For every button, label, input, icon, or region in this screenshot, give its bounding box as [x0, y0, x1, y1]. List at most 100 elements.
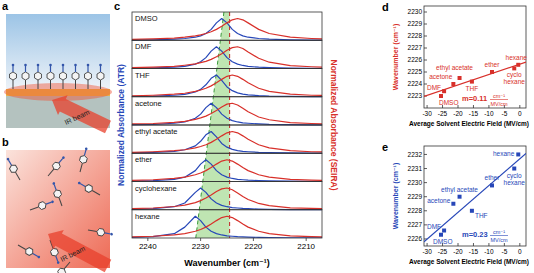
text: cm⁻¹ — [493, 229, 505, 235]
point — [512, 167, 516, 171]
y-tick — [424, 210, 427, 211]
x-tick — [200, 238, 201, 241]
molecule-ring — [50, 247, 59, 257]
molecule — [45, 154, 67, 178]
text: 2225 — [408, 68, 423, 75]
text: -10 — [484, 110, 494, 117]
molecule-cn — [9, 160, 12, 165]
row-frame — [132, 210, 322, 238]
label-line: THF — [475, 212, 488, 219]
molecule-bond — [30, 207, 38, 210]
point-label: DMF — [427, 84, 441, 91]
molecule-n — [87, 64, 90, 67]
fit-line — [424, 153, 526, 241]
row-frame — [132, 125, 322, 153]
text: 2240 — [139, 242, 157, 251]
y-tick — [424, 36, 427, 37]
text: b — [2, 136, 9, 148]
point — [512, 66, 516, 70]
molecule — [29, 198, 55, 213]
text: e — [382, 141, 388, 153]
text: 2232 — [408, 151, 423, 158]
row-frame — [132, 69, 322, 97]
molecule-cn — [62, 66, 63, 72]
text: THF — [135, 71, 150, 80]
molecule — [35, 64, 42, 89]
molecule-n — [99, 64, 102, 67]
y-tick — [424, 48, 427, 49]
molecule-bond — [75, 80, 76, 89]
text: c — [114, 0, 120, 12]
text: Wavenumber (cm⁻¹) — [184, 258, 269, 268]
molecule-n — [6, 157, 10, 161]
text: 0 — [518, 110, 522, 117]
point — [439, 94, 443, 98]
x-tick — [504, 243, 505, 246]
text: 2229 — [408, 20, 423, 27]
molecule-bond — [48, 169, 54, 176]
text: Average Solvent Electric Field (MV/cm) — [409, 258, 529, 266]
point-label: DMSO — [433, 238, 453, 245]
spectrum — [132, 47, 322, 68]
point — [442, 89, 446, 93]
text: Wavenumber (cm⁻¹) — [392, 24, 400, 90]
label-line: DMF — [427, 84, 441, 91]
label-line: ethyl acetate — [441, 186, 478, 194]
molecule-bond — [88, 80, 89, 89]
text: 2229 — [408, 193, 423, 200]
point-label: hexane — [506, 54, 528, 61]
molecule-cn — [25, 66, 26, 72]
molecule-n — [74, 64, 77, 67]
molecule-ring — [84, 184, 94, 194]
molecule-cn — [12, 66, 13, 72]
x-tick — [473, 243, 474, 246]
x-tick — [306, 238, 307, 241]
point-label: ether — [485, 174, 501, 181]
text: MV/cm — [490, 237, 508, 243]
molecule-cn — [100, 66, 101, 72]
text: 2228 — [408, 207, 423, 214]
text: ether — [135, 155, 153, 164]
molecule — [16, 242, 41, 261]
molecule — [97, 64, 104, 89]
text: -5 — [501, 110, 507, 117]
molecule-cn — [46, 202, 52, 204]
molecule — [85, 64, 92, 89]
text: Normalized Absorbance (ATR) — [116, 64, 126, 186]
plot-points — [424, 62, 526, 98]
molecule-bond — [50, 80, 51, 89]
plot-c — [132, 12, 322, 238]
spectrum — [132, 75, 322, 96]
text: 2226 — [408, 235, 423, 242]
text: -10 — [484, 248, 494, 255]
molecule — [4, 156, 23, 181]
point-label: ether — [485, 61, 501, 68]
molecule-ring — [24, 247, 34, 257]
molecule — [87, 227, 113, 238]
molecule-cn — [54, 184, 56, 190]
molecule-cn — [50, 66, 51, 72]
text: cyclohexane — [135, 184, 177, 193]
text: 2226 — [408, 56, 423, 63]
y-tick — [424, 12, 427, 13]
text: -25 — [438, 248, 448, 255]
molecule-ring — [79, 155, 88, 165]
text: -30 — [422, 110, 432, 117]
molecule-n — [62, 64, 65, 67]
text: IR beam — [63, 108, 90, 126]
molecule-bond — [38, 80, 39, 89]
text: 2224 — [408, 80, 423, 87]
text: -25 — [438, 110, 448, 117]
x-tick — [147, 238, 148, 241]
text: 2230 — [408, 8, 423, 15]
text: -20 — [453, 248, 463, 255]
molecule-bond — [92, 191, 100, 196]
molecule-ring — [35, 72, 42, 80]
text: 2227 — [408, 221, 423, 228]
spectrum — [132, 47, 322, 69]
molecule-cn — [105, 233, 111, 234]
text: hexane — [135, 212, 160, 221]
molecule-bond — [88, 230, 97, 232]
text: ethyl acetate — [135, 127, 178, 136]
molecule — [77, 147, 90, 173]
